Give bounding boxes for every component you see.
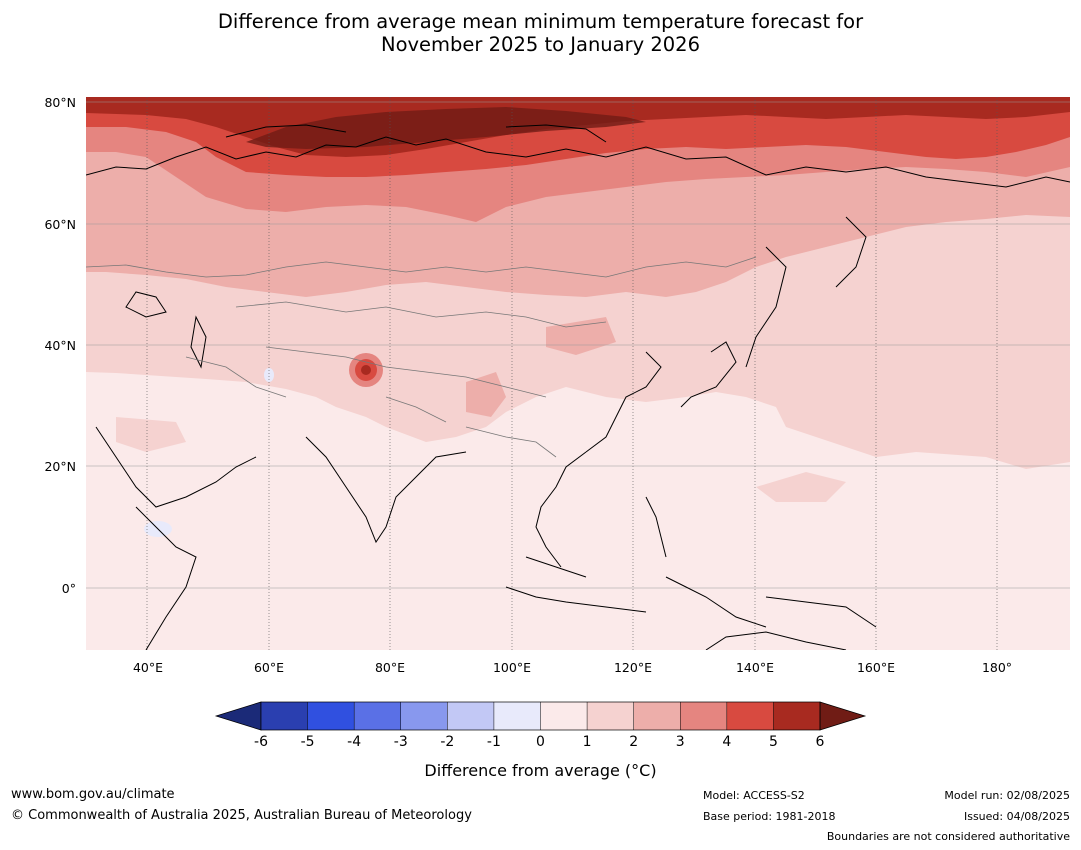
title-line-1: Difference from average mean minimum tem… bbox=[217, 10, 864, 33]
footer-issued: Issued: 04/08/2025 bbox=[963, 810, 1070, 823]
lon-label-80e: 80°E bbox=[374, 660, 406, 675]
footer-base-period: Base period: 1981-2018 bbox=[703, 810, 836, 823]
lat-label-60n: 60°N bbox=[44, 217, 76, 232]
anomaly-hotspot-inner bbox=[361, 365, 371, 375]
colorbar-tick-label: 0 bbox=[536, 734, 545, 750]
chart-title: Difference from average mean minimum tem… bbox=[0, 10, 1081, 56]
anomaly-patch-1-2-east bbox=[756, 472, 846, 502]
lon-label-180: 180° bbox=[981, 660, 1013, 675]
footer-copyright: © Commonwealth of Australia 2025, Austra… bbox=[11, 808, 472, 823]
lon-label-60e: 60°E bbox=[253, 660, 285, 675]
lat-label-0: 0° bbox=[61, 581, 76, 596]
colorbar-tick-label: 6 bbox=[815, 734, 825, 750]
colorbar-segment bbox=[587, 702, 634, 730]
lon-label-160e: 160°E bbox=[856, 660, 895, 675]
footer-model-run: Model run: 02/08/2025 bbox=[944, 789, 1070, 802]
colorbar-tick-label: 1 bbox=[582, 734, 592, 750]
colorbar-segment bbox=[773, 702, 820, 730]
lat-label-80n: 80°N bbox=[44, 95, 76, 110]
lon-label-40e: 40°E bbox=[132, 660, 164, 675]
colorbar-tick-label: -2 bbox=[440, 734, 455, 750]
title-line-2: November 2025 to January 2026 bbox=[381, 33, 700, 56]
footer-model: Model: ACCESS-S2 bbox=[703, 789, 805, 802]
colorbar-segment bbox=[633, 702, 681, 730]
anomaly-map-svg bbox=[86, 97, 1070, 650]
colorbar-label: Difference from average (°C) bbox=[424, 761, 657, 780]
forecast-map bbox=[86, 97, 1070, 650]
anomaly-band-above-6 bbox=[246, 107, 646, 149]
colorbar-segment bbox=[447, 702, 494, 730]
lat-label-20n: 20°N bbox=[44, 459, 76, 474]
colorbar-tick-label: 2 bbox=[629, 734, 639, 750]
latitude-lines bbox=[86, 101, 1070, 589]
country-borders bbox=[86, 256, 757, 458]
colorbar-tick-label: -1 bbox=[486, 734, 501, 750]
footer-website: www.bom.gov.au/climate bbox=[11, 787, 175, 802]
colorbar-tick-label: -5 bbox=[300, 734, 315, 750]
lon-label-100e: 100°E bbox=[492, 660, 531, 675]
colorbar-tick-label: 4 bbox=[722, 734, 732, 750]
colorbar bbox=[214, 701, 867, 731]
footer-disclaimer: Boundaries are not considered authoritat… bbox=[826, 830, 1070, 843]
colorbar-tick-label: 3 bbox=[675, 734, 685, 750]
graticule bbox=[146, 97, 998, 650]
colorbar-extend-high bbox=[819, 701, 867, 731]
anomaly-patch-1-2-west bbox=[116, 417, 186, 452]
lat-label-40n: 40°N bbox=[44, 338, 76, 353]
lon-label-140e: 140°E bbox=[735, 660, 774, 675]
colorbar-segment bbox=[400, 702, 448, 730]
colorbar-tick-label: -4 bbox=[347, 734, 362, 750]
colorbar-segment bbox=[307, 702, 355, 730]
coastlines bbox=[86, 124, 1070, 650]
colorbar-segment bbox=[261, 702, 308, 730]
colorbar-tick-label: -3 bbox=[393, 734, 408, 750]
colorbar-tick-label: -6 bbox=[254, 734, 268, 750]
colorbar-extend-low bbox=[214, 701, 262, 731]
lon-label-120e: 120°E bbox=[613, 660, 652, 675]
anomaly-patch-2-3-tibet bbox=[466, 372, 506, 417]
colorbar-segment bbox=[354, 702, 401, 730]
colorbar-segment bbox=[493, 702, 541, 730]
anomaly-cool-patch-caspian bbox=[264, 368, 274, 382]
colorbar-tick-label: 5 bbox=[768, 734, 778, 750]
colorbar-segment bbox=[680, 702, 727, 730]
colorbar-segment bbox=[540, 702, 588, 730]
colorbar-segment bbox=[726, 702, 774, 730]
